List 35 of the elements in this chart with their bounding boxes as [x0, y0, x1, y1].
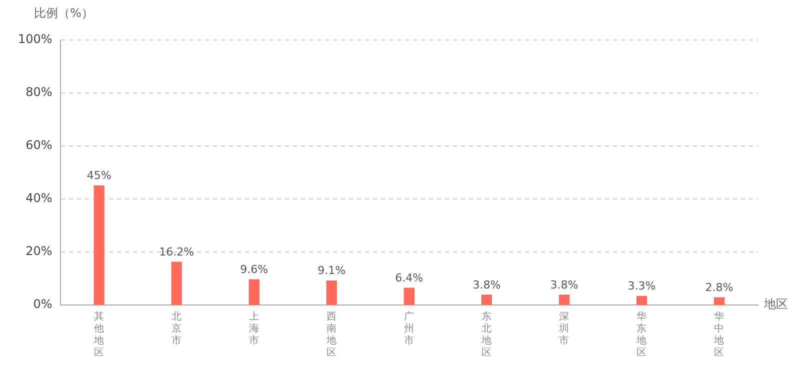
data-label: 9.1% [318, 264, 346, 278]
data-label: 2.8% [705, 280, 734, 294]
bar [558, 294, 570, 305]
data-label: 3.8% [472, 278, 501, 292]
bar [171, 262, 182, 305]
data-label: 16.2% [159, 245, 194, 258]
bar [94, 185, 104, 305]
bar [326, 280, 337, 305]
bar [404, 288, 414, 305]
data-label: 3.3% [628, 280, 656, 293]
bar [714, 297, 725, 305]
y-tick-label: 60% [26, 138, 52, 152]
y-tick-label: 0% [33, 297, 52, 312]
y-axis-title: 比例（%） [34, 6, 94, 20]
x-tick-label: 上海市 [249, 310, 260, 347]
x-tick-label: 其他地区 [93, 310, 104, 359]
x-tick-label: 北京市 [172, 310, 182, 347]
data-label: 9.6% [240, 262, 268, 276]
x-tick-label: 东北地区 [480, 310, 492, 359]
x-axis-title: 地区 [763, 297, 788, 312]
y-tick-label: 20% [26, 244, 52, 258]
data-label: 6.4% [395, 271, 424, 284]
x-tick-label: 西南地区 [326, 312, 337, 359]
x-tick-label: 华东地区 [636, 310, 647, 359]
data-label: 3.8% [550, 278, 578, 292]
bar [481, 294, 492, 305]
x-tick-label: 深圳市 [558, 310, 570, 347]
x-tick-label: 华中地区 [713, 310, 724, 359]
data-label: 45% [86, 169, 112, 182]
bar [248, 279, 260, 305]
y-tick-label: 80% [26, 85, 52, 100]
y-tick-label: 100% [18, 32, 52, 46]
y-tick-label: 40% [26, 191, 52, 206]
x-tick-label: 广州市 [404, 310, 414, 347]
bar [636, 296, 648, 305]
